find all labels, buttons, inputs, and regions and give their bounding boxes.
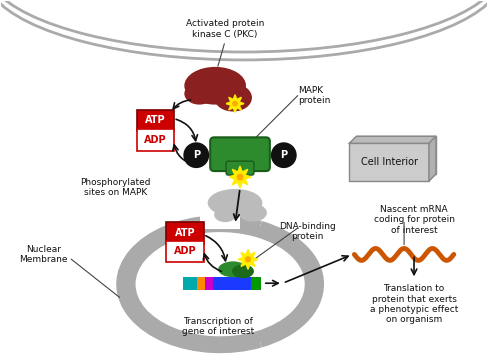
- FancyBboxPatch shape: [197, 277, 205, 290]
- Text: ADP: ADP: [174, 247, 197, 256]
- Circle shape: [271, 142, 297, 168]
- FancyBboxPatch shape: [166, 240, 204, 262]
- Circle shape: [183, 142, 209, 168]
- Text: ATP: ATP: [175, 228, 196, 237]
- FancyBboxPatch shape: [356, 136, 436, 174]
- Ellipse shape: [205, 68, 235, 88]
- Text: Cell Interior: Cell Interior: [361, 157, 418, 167]
- Ellipse shape: [214, 207, 236, 222]
- Polygon shape: [226, 95, 244, 113]
- FancyBboxPatch shape: [205, 277, 213, 290]
- Polygon shape: [237, 174, 244, 180]
- FancyBboxPatch shape: [210, 137, 270, 171]
- FancyBboxPatch shape: [349, 143, 429, 181]
- FancyBboxPatch shape: [213, 277, 251, 290]
- Polygon shape: [232, 101, 238, 106]
- Polygon shape: [245, 256, 251, 262]
- Ellipse shape: [218, 261, 248, 277]
- FancyBboxPatch shape: [137, 129, 174, 151]
- Text: P: P: [193, 150, 200, 160]
- FancyBboxPatch shape: [183, 277, 197, 290]
- Text: Phosphorylated
sites on MAPK: Phosphorylated sites on MAPK: [81, 178, 151, 197]
- FancyBboxPatch shape: [200, 215, 240, 229]
- Ellipse shape: [232, 264, 254, 278]
- Text: ATP: ATP: [145, 115, 166, 126]
- Text: Nascent mRNA
coding for protein
of interest: Nascent mRNA coding for protein of inter…: [373, 205, 454, 235]
- Text: Nuclear
Membrane: Nuclear Membrane: [19, 245, 67, 264]
- Ellipse shape: [184, 67, 246, 105]
- FancyBboxPatch shape: [137, 110, 174, 131]
- Polygon shape: [429, 136, 436, 181]
- Ellipse shape: [239, 204, 267, 222]
- FancyBboxPatch shape: [226, 161, 254, 175]
- Text: ADP: ADP: [144, 135, 167, 145]
- Text: Translation to
protein that exerts
a phenotypic effect
on organism: Translation to protein that exerts a phe…: [370, 284, 458, 324]
- Ellipse shape: [184, 83, 214, 105]
- Text: DNA-binding
protein: DNA-binding protein: [279, 222, 336, 241]
- FancyBboxPatch shape: [166, 222, 204, 244]
- Polygon shape: [349, 136, 436, 143]
- Polygon shape: [238, 249, 258, 269]
- FancyBboxPatch shape: [251, 277, 261, 290]
- Ellipse shape: [208, 189, 263, 217]
- Text: P: P: [280, 150, 287, 160]
- Text: Activated protein
kinase C (PKC): Activated protein kinase C (PKC): [186, 19, 264, 39]
- Ellipse shape: [214, 84, 252, 111]
- Polygon shape: [229, 166, 251, 188]
- Text: MAPK
protein: MAPK protein: [298, 86, 330, 105]
- Text: Transcription of
gene of interest: Transcription of gene of interest: [182, 317, 254, 336]
